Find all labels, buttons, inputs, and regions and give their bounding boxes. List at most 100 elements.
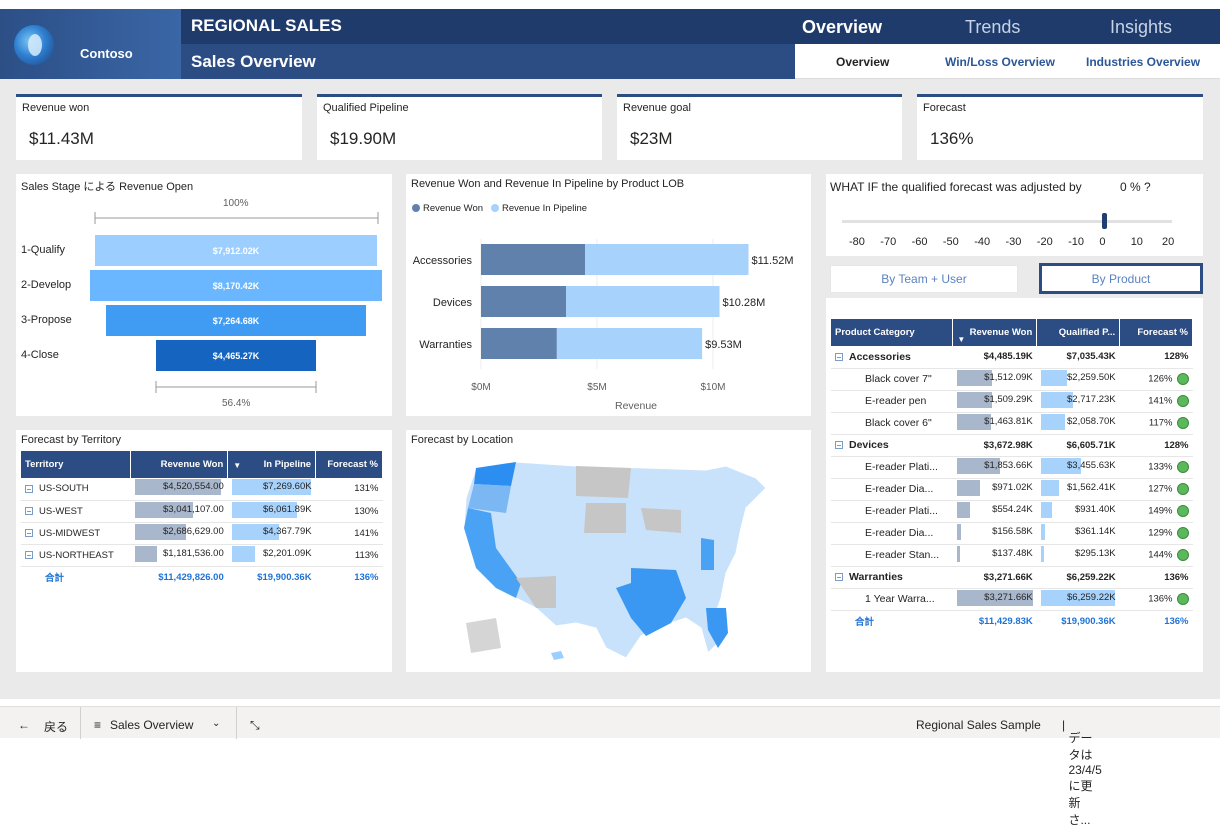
expand-icon[interactable]: [25, 528, 33, 537]
funnel-bar[interactable]: $8,170.42K: [90, 270, 382, 301]
col-forecast[interactable]: Forecast %: [1119, 319, 1193, 346]
fc-cell: 133%: [1119, 456, 1193, 479]
col-revenue-won[interactable]: Revenue Won: [130, 451, 229, 478]
territory-cell: US-WEST: [21, 500, 131, 523]
col-product-category[interactable]: Product Category: [831, 319, 954, 346]
whatif-slicer[interactable]: WHAT IF the qualified forecast was adjus…: [826, 174, 1203, 256]
group-row[interactable]: Accessories $4,485.19K $7,035.43K 128%: [831, 346, 1193, 369]
kpi-value: $11.43M: [29, 129, 94, 148]
tab-trends[interactable]: Trends: [965, 17, 1021, 37]
state-nebraska[interactable]: [641, 508, 681, 533]
whatif-slider-track[interactable]: [842, 220, 1172, 223]
bar-revenue-won[interactable]: [481, 286, 567, 317]
kpi-revenue-goal[interactable]: Revenue goal $23M: [617, 94, 902, 160]
state-hawaii[interactable]: [551, 651, 564, 660]
bar-revenue-won[interactable]: [481, 328, 557, 359]
product-panel[interactable]: Product Category Revenue Won ▼ Qualified …: [826, 298, 1203, 672]
subtab-overview[interactable]: Overview: [836, 55, 890, 69]
by-team-user-button[interactable]: By Team + User: [830, 265, 1018, 293]
product-row[interactable]: E-reader pen $1,509.29K $2,717.23K 141%: [831, 390, 1193, 413]
expand-icon[interactable]: [25, 550, 33, 559]
product-row[interactable]: E-reader Dia... $156.58K $361.14K 129%: [831, 522, 1193, 545]
collapse-icon[interactable]: [835, 573, 843, 582]
bar-revenue-pipeline[interactable]: [556, 328, 703, 359]
col-territory[interactable]: Territory: [21, 451, 132, 478]
by-product-button[interactable]: By Product: [1039, 263, 1203, 294]
state-alaska[interactable]: [466, 618, 501, 653]
fc-value: 126%: [1148, 373, 1173, 385]
territory-panel[interactable]: Forecast by Territory Territory Revenue …: [16, 430, 392, 672]
col-forecast[interactable]: Forecast %: [315, 451, 383, 478]
state-montana[interactable]: [576, 466, 631, 498]
legend-label[interactable]: Revenue In Pipeline: [502, 203, 587, 214]
subtab-winloss[interactable]: Win/Loss Overview: [945, 55, 1055, 69]
table-row[interactable]: US-WEST $3,041,107.00 $6,061.89K 130%: [21, 500, 383, 523]
databar: $971.02K: [956, 479, 1033, 496]
table-row[interactable]: US-SOUTH $4,520,554.00 $7,269.60K 131%: [21, 478, 383, 501]
tab-insights[interactable]: Insights: [1110, 17, 1173, 37]
state-washington[interactable]: [474, 462, 516, 486]
kpi-revenue-won[interactable]: Revenue won $11.43M: [16, 94, 302, 160]
group-row[interactable]: Devices $3,672.98K $6,605.71K 128%: [831, 434, 1193, 457]
table-row[interactable]: US-NORTHEAST $1,181,536.00 $2,201.09K 113%: [21, 544, 383, 567]
kpi-qualified-pipeline[interactable]: Qualified Pipeline $19.90M: [317, 94, 602, 160]
tab-overview[interactable]: Overview: [802, 17, 883, 37]
product-row[interactable]: 1 Year Warra... $3,271.66K $6,259.22K 136%: [831, 588, 1193, 611]
expand-icon[interactable]: [25, 506, 33, 515]
product-row[interactable]: E-reader Plati... $1,853.66K $3,455.63K 133…: [831, 456, 1193, 479]
databar-fill: [1040, 457, 1082, 474]
pipe-value: $295.13K: [1074, 547, 1116, 559]
revenue-won-value: $4,520,554.00: [162, 481, 224, 493]
expand-icon[interactable]: [25, 484, 33, 493]
us-map[interactable]: [456, 458, 776, 663]
state-illinois[interactable]: [701, 538, 714, 570]
databar-fill: [134, 479, 221, 496]
group-pipe: $7,035.43K: [1036, 346, 1120, 369]
state-oregon[interactable]: [468, 484, 511, 513]
territory-name: US-NORTHEAST: [39, 549, 114, 561]
funnel-bar[interactable]: $7,912.02K: [94, 235, 378, 266]
pipeline-cell: $2,201.09K: [227, 544, 316, 567]
bar-revenue-won[interactable]: [481, 244, 586, 275]
databar: $1,562.41K: [1040, 479, 1116, 496]
bar-revenue-pipeline[interactable]: [585, 244, 749, 275]
funnel-bar[interactable]: $7,264.68K: [106, 305, 366, 336]
map-panel[interactable]: Forecast by Location: [406, 430, 811, 672]
funnel-chart-panel[interactable]: Sales Stage による Revenue Open 100% 56.4% …: [16, 174, 392, 416]
product-row[interactable]: E-reader Dia... $971.02K $1,562.41K 127%: [831, 478, 1193, 501]
funnel-bar[interactable]: $4,465.27K: [156, 340, 316, 371]
collapse-icon[interactable]: [835, 441, 843, 450]
page-list-icon[interactable]: ≡: [94, 718, 102, 732]
product-row[interactable]: E-reader Stan... $137.48K $295.13K 144%: [831, 544, 1193, 567]
kpi-forecast[interactable]: Forecast 136%: [917, 94, 1203, 160]
chevron-down-icon[interactable]: ⌄: [212, 718, 221, 729]
subtab-industries[interactable]: Industries Overview: [1086, 55, 1201, 69]
col-qualified-pipeline[interactable]: Qualified P...: [1036, 319, 1121, 346]
state-wyoming[interactable]: [584, 503, 626, 533]
fc-value: 133%: [1148, 461, 1173, 473]
table-row[interactable]: US-MIDWEST $2,686,629.00 $4,367.79K 141%: [21, 522, 383, 545]
back-arrow-icon[interactable]: ←: [18, 718, 30, 732]
fc-cell: 144%: [1119, 544, 1193, 567]
product-row[interactable]: E-reader Plati... $554.24K $931.40K 149%: [831, 500, 1193, 523]
group-row[interactable]: Warranties $3,271.66K $6,259.22K 136%: [831, 566, 1193, 589]
back-button[interactable]: 戻る: [44, 720, 69, 734]
lob-chart-panel[interactable]: Revenue Won and Revenue In Pipeline by P…: [406, 174, 811, 416]
collapse-icon[interactable]: ⤡: [250, 718, 260, 732]
whatif-slider-thumb[interactable]: [1102, 213, 1107, 229]
col-in-pipeline[interactable]: ▼ In Pipeline: [227, 451, 317, 478]
state-california[interactable]: [464, 508, 521, 598]
state-texas[interactable]: [616, 568, 686, 636]
bar-revenue-pipeline[interactable]: [566, 286, 720, 317]
col-revenue-won[interactable]: Revenue Won ▼: [952, 319, 1038, 346]
legend-label[interactable]: Revenue Won: [423, 203, 483, 214]
collapse-icon[interactable]: [835, 352, 843, 361]
status-ok-icon: [1176, 461, 1189, 473]
product-row[interactable]: Black cover 6" $1,463.81K $2,058.70K 117%: [831, 412, 1193, 435]
state-florida[interactable]: [706, 608, 728, 648]
state-arizona[interactable]: [516, 576, 556, 608]
product-row[interactable]: Black cover 7" $1,512.09K $2,259.50K 126%: [831, 368, 1193, 391]
group-fc: 136%: [1119, 566, 1193, 589]
page-selector[interactable]: Sales Overview: [110, 718, 194, 732]
bar-total-label: $9.53M: [705, 339, 742, 351]
